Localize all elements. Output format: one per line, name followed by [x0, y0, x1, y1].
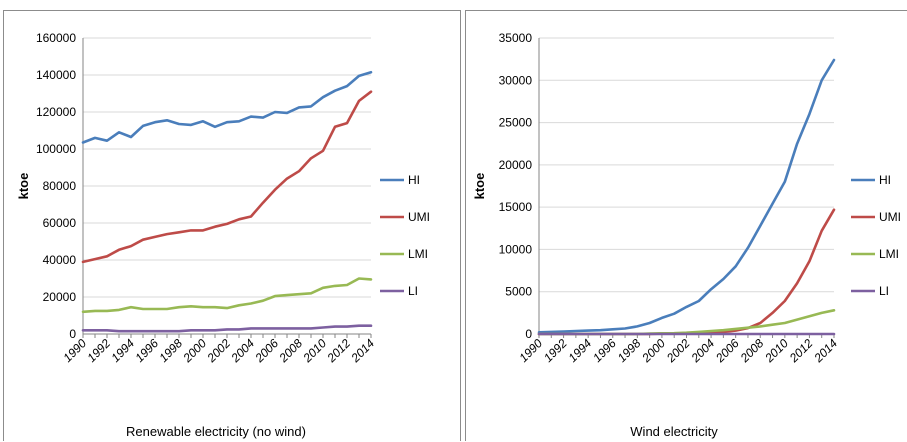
series-line-umi — [537, 208, 836, 336]
x-tick-label: 2006 — [252, 336, 282, 366]
x-tick-label: 2014 — [348, 336, 378, 366]
x-tick-label: 1996 — [132, 336, 161, 365]
x-tick-label: 1990 — [516, 336, 545, 365]
y-tick-label: 120000 — [36, 105, 76, 119]
series-line-li — [81, 324, 373, 333]
x-tick-label: 1998 — [615, 336, 644, 365]
y-tick-label: 80000 — [43, 179, 77, 193]
y-tick-label: 20000 — [43, 290, 77, 304]
y-tick-label: 160000 — [36, 31, 76, 45]
y-axis-label: ktoe — [16, 173, 31, 200]
x-tick-label: 2006 — [712, 336, 742, 366]
legend-label-li: LI — [879, 284, 889, 298]
x-tick-label: 2002 — [204, 336, 234, 366]
chart-wind-svg: 0500010000150002000025000300003500019901… — [472, 31, 901, 439]
y-tick-label: 30000 — [499, 73, 533, 87]
x-tick-label: 1998 — [156, 336, 185, 365]
legend-label-lmi: LMI — [879, 247, 899, 261]
y-tick-label: 0 — [69, 327, 76, 341]
x-tick-label: 2010 — [300, 336, 330, 366]
y-tick-label: 25000 — [499, 116, 533, 130]
legend-label-umi: UMI — [408, 210, 430, 224]
chart-panel-wind: 0 5000 10000 15000 20000 25000 30000 35000 1990 1… — [465, 10, 907, 441]
x-tick-label: 2004 — [228, 336, 258, 366]
series-line-lmi — [81, 277, 373, 314]
x-tick-label: 2014 — [811, 336, 841, 366]
legend-label-lmi: LMI — [408, 247, 428, 261]
y-axis-label: ktoe — [472, 173, 487, 200]
x-tick-label: 2010 — [761, 336, 791, 366]
chart-title: Wind electricity — [630, 424, 718, 439]
series-line-hi — [537, 58, 836, 334]
legend-label-li: LI — [408, 284, 418, 298]
y-tick-label: 20000 — [499, 158, 533, 172]
x-tick-label: 1992 — [84, 336, 113, 365]
legend-label-hi: HI — [879, 173, 891, 187]
chart-panel-renewable: 0 20000 40000 60000 80000 100000 120000 140000 1… — [3, 10, 461, 441]
x-tick-label: 1994 — [566, 336, 595, 365]
x-tick-label: 1994 — [108, 336, 137, 365]
chart-title: Renewable electricity (no wind) — [126, 424, 306, 439]
y-tick-label: 40000 — [43, 253, 77, 267]
x-tick-label: 1996 — [590, 336, 619, 365]
x-tick-label: 1990 — [60, 336, 89, 365]
y-tick-label: 100000 — [36, 142, 76, 156]
y-tick-label: 15000 — [499, 200, 533, 214]
y-tick-label: 0 — [525, 327, 532, 341]
chart-renewable-svg: 0 20000 40000 60000 80000 100000 120000 140000 1… — [16, 31, 430, 439]
x-tick-label: 1992 — [541, 336, 570, 365]
x-tick-label: 2000 — [639, 336, 669, 366]
x-tick-label: 2008 — [737, 336, 767, 366]
y-tick-label: 60000 — [43, 216, 77, 230]
x-tick-label: 2004 — [688, 336, 718, 366]
series-line-umi — [81, 90, 373, 264]
legend-label-hi: HI — [408, 173, 420, 187]
x-tick-label: 2000 — [180, 336, 210, 366]
x-tick-label: 2012 — [786, 336, 816, 366]
x-tick-label: 2012 — [324, 336, 354, 366]
x-tick-label: 2008 — [276, 336, 306, 366]
y-tick-label: 35000 — [499, 31, 533, 45]
x-tick-label: 2002 — [663, 336, 693, 366]
y-tick-label: 140000 — [36, 68, 76, 82]
legend-label-umi: UMI — [879, 210, 901, 224]
y-tick-label: 10000 — [499, 242, 533, 256]
series-line-hi — [81, 70, 373, 144]
y-tick-label: 5000 — [505, 285, 532, 299]
